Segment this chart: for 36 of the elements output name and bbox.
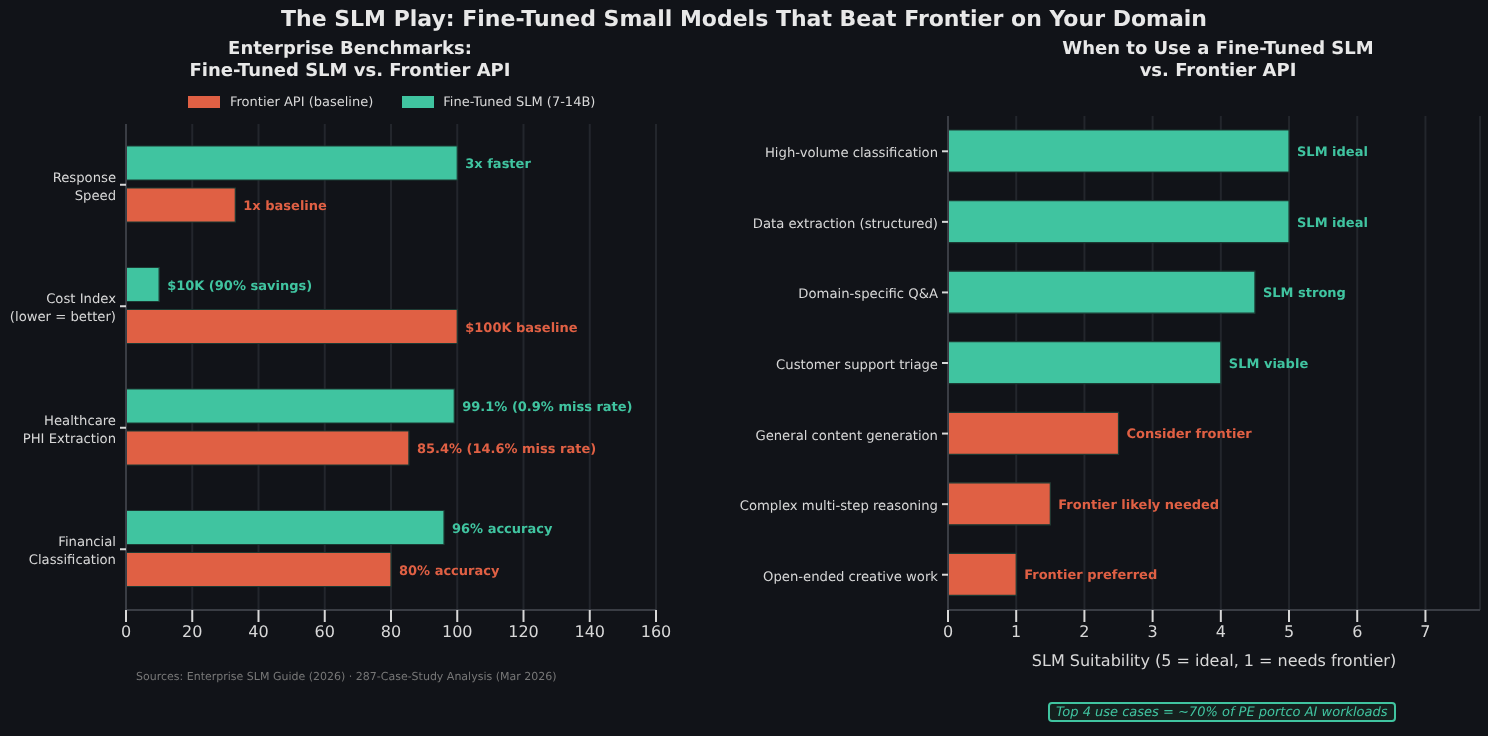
x-axis-title: SLM Suitability (5 = ideal, 1 = needs frontier) bbox=[1031, 652, 1397, 670]
bar bbox=[126, 430, 410, 466]
x-tick-label: 2 bbox=[1079, 623, 1090, 642]
bar bbox=[948, 482, 1051, 526]
bar bbox=[126, 266, 160, 303]
x-tick-label: 5 bbox=[1283, 623, 1295, 642]
bar bbox=[948, 341, 1222, 385]
bar bbox=[126, 145, 458, 181]
x-tick-label: 160 bbox=[640, 623, 672, 642]
x-tick-label: 140 bbox=[574, 623, 606, 642]
x-tick-label: 4 bbox=[1215, 623, 1226, 642]
x-tick-label: 40 bbox=[248, 623, 269, 642]
text: The SLM Play: Fine-Tuned Small Models That Beat Frontier on Your Domain bbox=[278, 6, 1209, 32]
x-tick-label: 120 bbox=[508, 623, 539, 642]
x-tick-label: 6 bbox=[1352, 623, 1363, 642]
bar bbox=[126, 308, 458, 345]
bar bbox=[126, 187, 236, 223]
x-tick-label: 80 bbox=[380, 623, 402, 642]
x-tick-label: 100 bbox=[441, 623, 473, 642]
x-tick-label: 0 bbox=[120, 623, 132, 642]
x-tick-label: 3 bbox=[1147, 623, 1158, 642]
x-tick-label: 20 bbox=[182, 623, 203, 642]
bar bbox=[126, 551, 392, 588]
bar bbox=[126, 509, 445, 546]
bar bbox=[948, 129, 1290, 173]
bar bbox=[948, 199, 1290, 244]
x-tick-label: 1 bbox=[1011, 623, 1022, 642]
x-tick-label: 60 bbox=[314, 623, 335, 642]
bar bbox=[948, 411, 1120, 455]
x-tick-label: 0 bbox=[942, 623, 954, 642]
chart-subtitle: Enterprise Benchmarks: Fine-Tuned SLM vs. Frontier API bbox=[187, 40, 513, 84]
x-tick-label: 7 bbox=[1420, 623, 1431, 642]
chart-title: When to Use a Fine-Tuned SLM vs. Frontier API bbox=[1060, 40, 1376, 84]
bar bbox=[126, 388, 455, 424]
bar bbox=[948, 552, 1017, 597]
bar bbox=[948, 270, 1256, 314]
